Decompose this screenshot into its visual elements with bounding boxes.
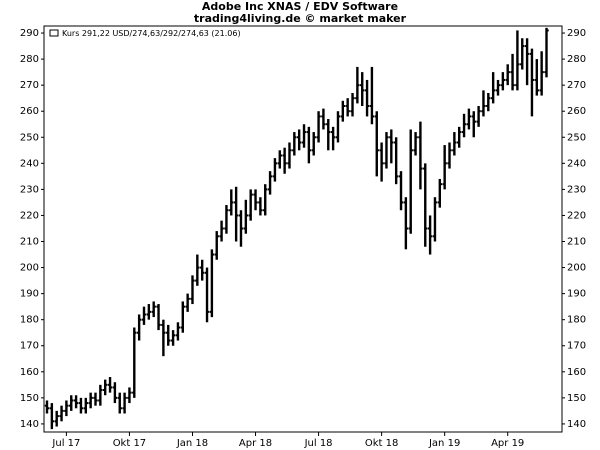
y2-tick-label: 270 [567,80,586,91]
x-tick-label: Apr 19 [491,438,524,449]
y2-tick-label: 150 [567,393,586,404]
y-tick-label: 150 [20,393,39,404]
x-tick-label: Jul 18 [304,438,333,449]
y2-tick-label: 190 [567,289,586,300]
y2-tick-label: 210 [567,237,586,248]
legend-icon [49,29,59,37]
x-tick-label: Okt 17 [113,438,147,449]
y-tick-label: 280 [20,54,39,65]
y-tick-label: 290 [20,28,39,39]
chart-title: Adobe Inc XNAS / EDV Software [202,0,398,13]
y-tick-label: 230 [20,184,39,195]
x-tick-label: Okt 18 [365,438,399,449]
y-tick-label: 190 [20,289,39,300]
y2-tick-label: 170 [567,341,586,352]
y2-tick-label: 250 [567,132,586,143]
y2-tick-label: 160 [567,367,586,378]
y-tick-label: 220 [20,210,39,221]
y2-tick-label: 280 [567,54,586,65]
y-tick-label: 180 [20,315,39,326]
legend-entry: Kurs 291,22 USD/274,63/292/274,63 (21.06… [62,29,241,38]
y2-tick-label: 260 [567,106,586,117]
y-tick-label: 210 [20,237,39,248]
y-tick-label: 140 [20,419,39,430]
y-tick-label: 200 [20,263,39,274]
y2-tick-label: 240 [567,158,586,169]
y-tick-label: 260 [20,106,39,117]
x-tick-label: Jul 17 [51,438,80,449]
x-tick-label: Jan 18 [176,438,208,449]
y2-tick-label: 200 [567,263,586,274]
x-tick-label: Apr 18 [239,438,272,449]
y-tick-label: 250 [20,132,39,143]
y2-tick-label: 290 [567,28,586,39]
y2-tick-label: 230 [567,184,586,195]
y2-tick-label: 140 [567,419,586,430]
y-tick-label: 240 [20,158,39,169]
y-tick-label: 270 [20,80,39,91]
y2-tick-label: 220 [567,210,586,221]
plot-frame [43,25,563,433]
y-tick-label: 160 [20,367,39,378]
x-tick-label: Jan 19 [428,438,460,449]
chart-subtitle: trading4living.de © market maker [194,12,407,25]
y2-tick-label: 180 [567,315,586,326]
y-tick-label: 170 [20,341,39,352]
